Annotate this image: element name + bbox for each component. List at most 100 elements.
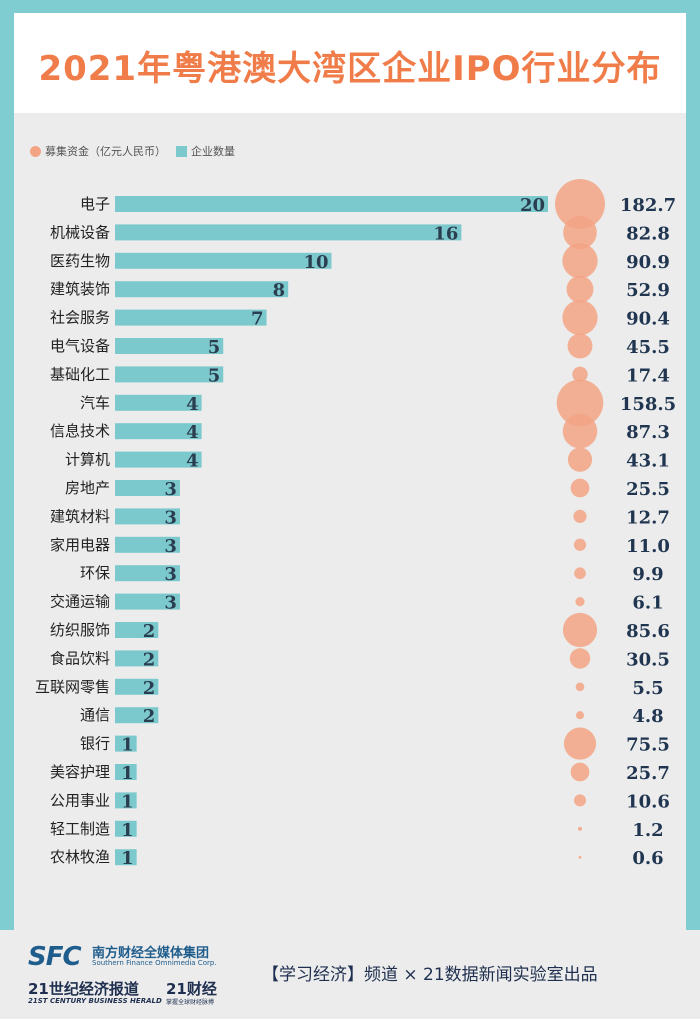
- funds-bubble: [569, 648, 591, 669]
- funds-label: 45.5: [626, 337, 670, 358]
- funds-bubble: [562, 612, 598, 648]
- count-label: 3: [164, 564, 177, 585]
- category-label: 公用事业: [50, 791, 110, 809]
- funds-bubble: [573, 509, 587, 523]
- count-bar: [115, 650, 159, 667]
- funds-bubble: [555, 179, 605, 229]
- funds-label: 158.5: [620, 394, 676, 415]
- funds-label: 90.4: [626, 309, 670, 330]
- category-label: 机械设备: [50, 223, 110, 241]
- herald-name-en: 21ST CENTURY BUSINESS HERALD: [28, 997, 162, 1005]
- category-label: 银行: [80, 735, 110, 753]
- count-label: 5: [208, 337, 221, 358]
- category-label: 汽车: [80, 394, 110, 412]
- funds-label: 85.6: [626, 621, 670, 642]
- count-label: 8: [273, 280, 286, 301]
- funds-label: 12.7: [626, 507, 670, 528]
- count-label: 4: [186, 394, 199, 415]
- count-bar: [115, 252, 332, 269]
- funds-bubble: [575, 682, 585, 692]
- count-label: 2: [143, 678, 156, 699]
- category-label: 信息技术: [50, 422, 110, 440]
- funds-label: 43.1: [626, 451, 670, 472]
- funds-bubble: [574, 567, 586, 580]
- funds-bubble: [562, 300, 598, 336]
- funds-label: 6.1: [632, 593, 663, 614]
- funds-bubble: [563, 727, 597, 760]
- funds-label: 30.5: [626, 649, 670, 670]
- funds-label: 10.6: [626, 791, 670, 812]
- category-label: 通信: [80, 706, 110, 724]
- count-label: 1: [121, 820, 134, 841]
- count-bar: [115, 735, 137, 752]
- count-bar: [115, 196, 548, 212]
- count-label: 3: [164, 479, 177, 500]
- category-label: 房地产: [65, 479, 110, 497]
- count-bar: [115, 764, 137, 780]
- count-label: 20: [520, 195, 545, 216]
- category-label: 家用电器: [50, 536, 110, 554]
- funds-label: 4.8: [632, 706, 663, 727]
- category-label: 食品饮料: [50, 649, 110, 667]
- count-label: 2: [143, 649, 156, 670]
- count-label: 1: [121, 848, 134, 869]
- count-label: 2: [143, 621, 156, 642]
- funds-label: 1.2: [632, 820, 663, 841]
- labels: 电子 20 182.7 机械设备 16 82.8 医药生物 10 90.9 建筑装饰 8 52.9 社会…: [35, 195, 676, 869]
- funds-bubble: [575, 597, 585, 607]
- legend-count-label: 企业数量: [191, 145, 235, 158]
- funds-label: 11.0: [626, 536, 670, 557]
- category-label: 电气设备: [50, 337, 110, 355]
- funds-bubble: [563, 215, 597, 250]
- funds-label: 0.6: [632, 848, 663, 869]
- footer: SFC 南方财经全媒体集团 Southern Finance Omnimedia…: [0, 930, 700, 1019]
- category-label: 互联网零售: [35, 678, 110, 696]
- sfc-logo: SFC: [28, 942, 82, 972]
- count-bar: [115, 565, 180, 582]
- category-label: 建筑装饰: [50, 280, 110, 298]
- category-label: 计算机: [65, 451, 110, 469]
- funds-label: 87.3: [626, 422, 670, 443]
- count-bar: [115, 849, 137, 866]
- count-bar: [115, 394, 202, 411]
- caijing-slogan: 掌握全球财经脉搏: [166, 999, 215, 1006]
- funds-bubble: [570, 762, 590, 782]
- count-bar: [115, 451, 202, 468]
- category-label: 美容护理: [50, 763, 110, 781]
- header-panel: 2021年粤港澳大湾区企业IPO行业分布: [14, 13, 686, 113]
- funds-label: 25.7: [626, 763, 670, 784]
- count-bar: [115, 480, 180, 496]
- count-bar: [115, 707, 159, 724]
- caijing-logo: 21财经: [166, 980, 217, 998]
- sfc-name-en: Southern Finance Omnimedia Corp.: [92, 959, 217, 967]
- category-label: 社会服务: [50, 309, 110, 327]
- legend-funds-label: 募集资金（亿元人民币）: [45, 145, 166, 158]
- chart-title: 2021年粤港澳大湾区企业IPO行业分布: [38, 49, 662, 89]
- count-bars: [115, 196, 548, 866]
- funds-bubble: [566, 275, 594, 303]
- count-label: 4: [186, 451, 199, 472]
- count-bar: [115, 792, 137, 809]
- count-bar: [115, 281, 289, 298]
- funds-bubble: [573, 538, 587, 551]
- funds-bubble: [575, 711, 585, 720]
- count-label: 3: [164, 593, 177, 614]
- category-label: 交通运输: [50, 593, 110, 611]
- count-label: 3: [164, 536, 177, 557]
- count-bar: [115, 593, 180, 610]
- count-label: 1: [121, 791, 134, 812]
- count-label: 10: [303, 252, 328, 273]
- funds-bubble: [573, 794, 587, 807]
- count-label: 5: [208, 365, 221, 386]
- funds-label: 5.5: [632, 678, 663, 699]
- legend: 募集资金（亿元人民币） 企业数量: [30, 143, 235, 159]
- funds-bubble: [567, 333, 593, 359]
- category-label: 医药生物: [50, 252, 110, 270]
- count-bar: [115, 508, 180, 525]
- funds-bubble: [567, 447, 593, 472]
- count-bar: [115, 536, 180, 553]
- funds-label: 9.9: [632, 564, 663, 585]
- funds-bubbles: [555, 179, 605, 859]
- legend-count-swatch: [176, 145, 187, 157]
- category-label: 环保: [80, 564, 110, 582]
